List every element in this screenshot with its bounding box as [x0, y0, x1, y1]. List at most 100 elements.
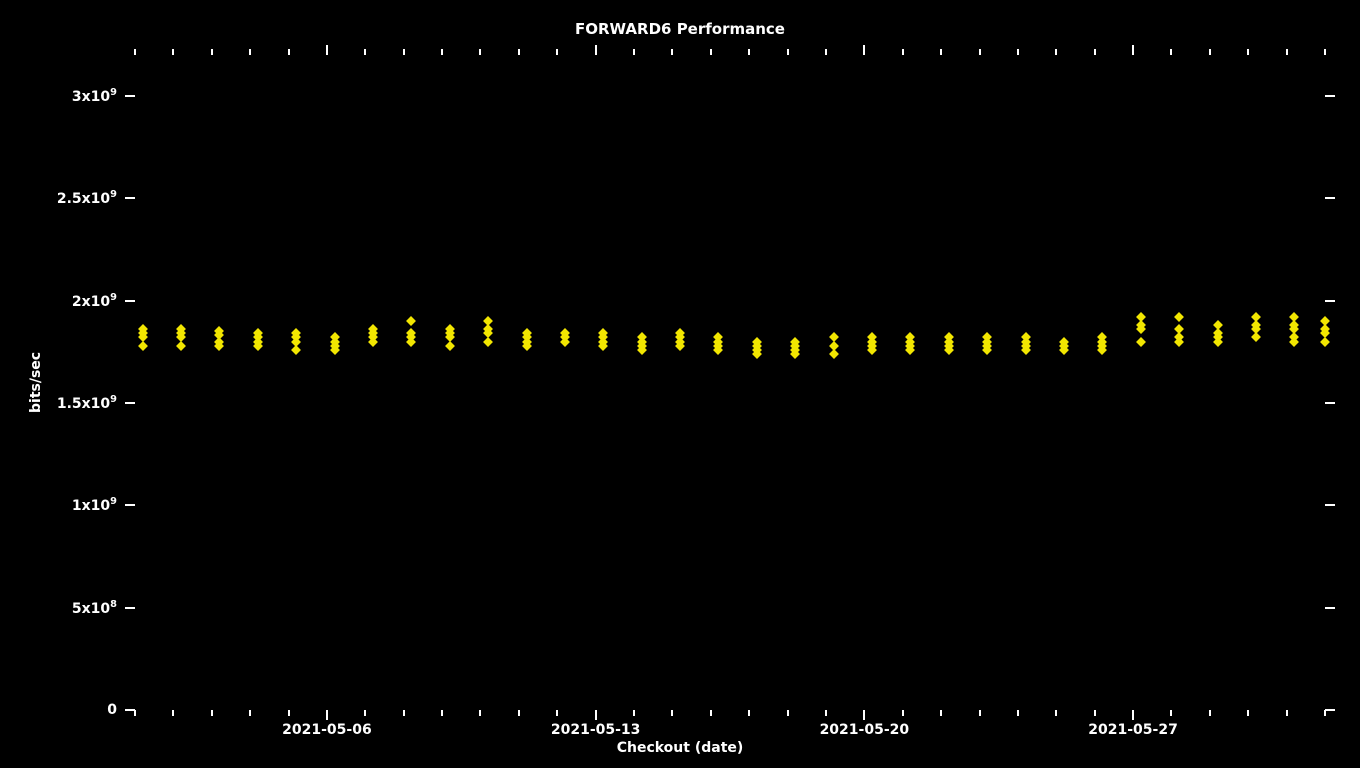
- chart-container: FORWARD6 Performance bits/sec Checkout (…: [0, 0, 1360, 768]
- y-tick-label: 2.5x109: [57, 189, 117, 207]
- x-tick-label: 2021-05-06: [282, 722, 372, 738]
- x-minor-tick: [1247, 49, 1249, 55]
- x-minor-tick: [172, 710, 174, 716]
- y-tick: [1325, 197, 1335, 199]
- x-minor-tick: [1094, 710, 1096, 716]
- y-tick-label: 2x109: [72, 292, 117, 310]
- x-minor-tick: [1209, 710, 1211, 716]
- y-tick: [125, 197, 135, 199]
- x-minor-tick: [1170, 49, 1172, 55]
- x-minor-tick: [748, 710, 750, 716]
- x-minor-tick: [288, 49, 290, 55]
- x-minor-tick: [211, 710, 213, 716]
- x-minor-tick: [1324, 710, 1326, 716]
- y-tick-label: 1.5x109: [57, 394, 117, 412]
- x-minor-tick: [441, 710, 443, 716]
- chart-title: FORWARD6 Performance: [0, 20, 1360, 38]
- x-minor-tick: [364, 710, 366, 716]
- x-minor-tick: [979, 710, 981, 716]
- x-tick-label: 2021-05-13: [551, 722, 641, 738]
- x-minor-tick: [787, 710, 789, 716]
- x-minor-tick: [364, 49, 366, 55]
- x-tick-label: 2021-05-27: [1088, 722, 1178, 738]
- x-minor-tick: [288, 710, 290, 716]
- y-tick: [1325, 607, 1335, 609]
- x-minor-tick: [172, 49, 174, 55]
- x-minor-tick: [134, 710, 136, 716]
- x-minor-tick: [633, 49, 635, 55]
- x-minor-tick: [479, 49, 481, 55]
- x-minor-tick: [249, 710, 251, 716]
- y-tick-label: 1x109: [72, 496, 117, 514]
- x-minor-tick: [1055, 49, 1057, 55]
- x-minor-tick: [556, 710, 558, 716]
- data-point: [1213, 320, 1223, 330]
- x-minor-tick: [1209, 49, 1211, 55]
- x-minor-tick: [518, 49, 520, 55]
- y-tick: [125, 504, 135, 506]
- data-point: [138, 341, 148, 351]
- x-minor-tick: [1055, 710, 1057, 716]
- y-tick: [1325, 709, 1335, 711]
- x-minor-tick: [1170, 710, 1172, 716]
- x-axis-label: Checkout (date): [0, 740, 1360, 756]
- y-tick-label: 3x109: [72, 87, 117, 105]
- x-minor-tick: [134, 49, 136, 55]
- x-minor-tick: [441, 49, 443, 55]
- x-minor-tick: [1017, 710, 1019, 716]
- y-tick: [125, 607, 135, 609]
- data-point: [1251, 333, 1261, 343]
- x-minor-tick: [940, 49, 942, 55]
- x-minor-tick: [748, 49, 750, 55]
- x-minor-tick: [1247, 710, 1249, 716]
- x-minor-tick: [825, 710, 827, 716]
- x-minor-tick: [1017, 49, 1019, 55]
- x-minor-tick: [787, 49, 789, 55]
- x-minor-tick: [979, 49, 981, 55]
- x-tick-label: 2021-05-20: [820, 722, 910, 738]
- x-tick: [1132, 710, 1134, 720]
- y-tick: [1325, 300, 1335, 302]
- y-tick: [1325, 95, 1335, 97]
- y-tick-label: 0: [107, 702, 117, 718]
- y-tick: [1325, 402, 1335, 404]
- x-minor-tick: [403, 710, 405, 716]
- data-point: [291, 345, 301, 355]
- x-tick: [863, 45, 865, 55]
- x-minor-tick: [1324, 49, 1326, 55]
- data-point: [1174, 312, 1184, 322]
- x-minor-tick: [518, 710, 520, 716]
- y-tick: [125, 95, 135, 97]
- data-point: [445, 341, 455, 351]
- x-minor-tick: [1286, 710, 1288, 716]
- x-minor-tick: [710, 710, 712, 716]
- data-point: [406, 316, 416, 326]
- x-minor-tick: [902, 710, 904, 716]
- data-point: [1320, 337, 1330, 347]
- x-minor-tick: [403, 49, 405, 55]
- plot-area: [135, 55, 1325, 710]
- x-minor-tick: [940, 710, 942, 716]
- x-tick: [595, 710, 597, 720]
- y-tick-label: 5x108: [72, 599, 117, 617]
- data-point: [176, 341, 186, 351]
- x-tick: [326, 45, 328, 55]
- x-tick: [863, 710, 865, 720]
- y-tick: [125, 300, 135, 302]
- x-tick: [595, 45, 597, 55]
- data-point: [1136, 337, 1146, 347]
- x-minor-tick: [633, 710, 635, 716]
- x-minor-tick: [902, 49, 904, 55]
- y-axis-label: bits/sec: [28, 351, 44, 412]
- data-point: [483, 337, 493, 347]
- x-minor-tick: [249, 49, 251, 55]
- data-point: [829, 349, 839, 359]
- x-tick: [1132, 45, 1134, 55]
- x-minor-tick: [479, 710, 481, 716]
- x-minor-tick: [211, 49, 213, 55]
- x-tick: [326, 710, 328, 720]
- x-minor-tick: [825, 49, 827, 55]
- x-minor-tick: [710, 49, 712, 55]
- y-tick: [1325, 504, 1335, 506]
- y-tick: [125, 402, 135, 404]
